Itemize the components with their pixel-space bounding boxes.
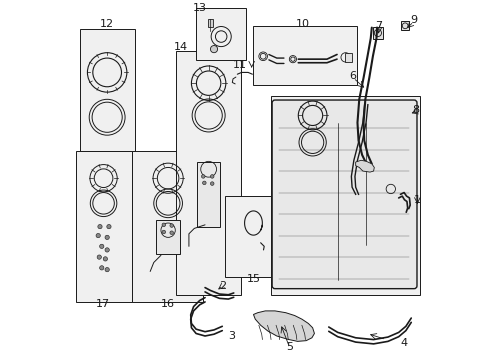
Text: 3: 3 — [228, 331, 235, 341]
Bar — [344, 53, 351, 62]
Bar — [271, 96, 419, 295]
Bar — [131, 151, 203, 302]
Text: 13: 13 — [192, 3, 206, 13]
Bar — [196, 8, 246, 60]
Circle shape — [100, 266, 104, 270]
Text: 2: 2 — [219, 281, 226, 291]
Text: 1: 1 — [413, 195, 420, 205]
Circle shape — [169, 224, 173, 227]
Circle shape — [105, 267, 109, 272]
Bar — [253, 26, 357, 85]
Bar — [197, 162, 220, 226]
Circle shape — [105, 248, 109, 252]
Bar — [207, 19, 212, 27]
Text: 7: 7 — [375, 21, 382, 31]
Circle shape — [162, 223, 165, 226]
Circle shape — [103, 257, 107, 261]
Text: 12: 12 — [100, 19, 114, 29]
Bar — [80, 30, 135, 151]
Text: 8: 8 — [411, 105, 418, 115]
Circle shape — [162, 230, 165, 234]
Circle shape — [98, 225, 102, 229]
Circle shape — [169, 231, 173, 234]
FancyBboxPatch shape — [271, 100, 416, 289]
Text: 14: 14 — [174, 42, 188, 52]
Circle shape — [97, 255, 101, 259]
Text: 11: 11 — [233, 60, 246, 70]
Text: 16: 16 — [160, 299, 174, 309]
Circle shape — [210, 45, 217, 53]
Circle shape — [201, 175, 204, 178]
Circle shape — [106, 225, 111, 229]
Text: 5: 5 — [285, 342, 292, 352]
Text: 9: 9 — [409, 15, 416, 26]
Text: 6: 6 — [349, 71, 356, 81]
Circle shape — [105, 235, 109, 239]
Text: 10: 10 — [296, 19, 310, 29]
Text: 17: 17 — [96, 299, 110, 309]
Polygon shape — [253, 311, 314, 341]
Bar — [156, 220, 180, 255]
Circle shape — [100, 244, 104, 248]
Circle shape — [210, 175, 214, 178]
Polygon shape — [355, 160, 373, 172]
Circle shape — [202, 181, 206, 185]
Text: 4: 4 — [400, 338, 407, 348]
Bar — [176, 51, 241, 295]
Circle shape — [96, 233, 100, 238]
Bar — [76, 151, 131, 302]
Bar — [400, 21, 408, 30]
Circle shape — [210, 182, 214, 185]
Text: 15: 15 — [246, 274, 260, 284]
Bar — [224, 196, 282, 277]
Bar — [372, 27, 382, 39]
